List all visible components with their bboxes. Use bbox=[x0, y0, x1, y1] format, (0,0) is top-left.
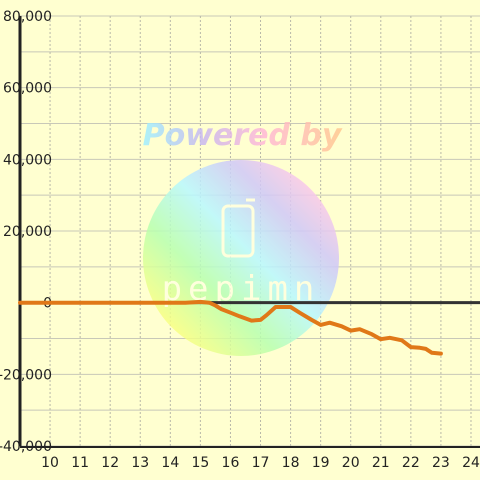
x-tick-label: 11 bbox=[71, 455, 89, 471]
x-tick-label: 21 bbox=[372, 455, 390, 471]
x-tick-label: 22 bbox=[402, 455, 420, 471]
tick-labels: -40,000-20,000020,00040,00060,00080,0001… bbox=[0, 9, 480, 471]
x-tick-label: 19 bbox=[312, 455, 330, 471]
y-tick-label: 60,000 bbox=[3, 81, 52, 97]
y-tick-label: 40,000 bbox=[3, 152, 52, 168]
watermark-logo-icon bbox=[221, 198, 255, 258]
series-line bbox=[18, 299, 443, 356]
x-tick-label: 10 bbox=[41, 455, 59, 471]
y-tick-label: 20,000 bbox=[3, 224, 52, 240]
y-tick-label: -40,000 bbox=[0, 439, 52, 455]
y-tick-label: -20,000 bbox=[0, 367, 52, 383]
x-tick-label: 13 bbox=[131, 455, 149, 471]
x-tick-label: 20 bbox=[342, 455, 360, 471]
x-tick-label: 16 bbox=[222, 455, 240, 471]
series-layer bbox=[18, 299, 443, 356]
y-tick-label: 80,000 bbox=[3, 9, 52, 25]
x-tick-label: 17 bbox=[252, 455, 270, 471]
x-tick-label: 12 bbox=[101, 455, 119, 471]
x-tick-label: 18 bbox=[282, 455, 300, 471]
x-tick-label: 15 bbox=[191, 455, 209, 471]
watermark-logo-circle bbox=[143, 160, 339, 356]
x-tick-label: 23 bbox=[432, 455, 450, 471]
x-tick-label: 14 bbox=[161, 455, 179, 471]
x-tick-label: 24 bbox=[462, 455, 480, 471]
watermark-text: Powered by bbox=[143, 118, 343, 153]
